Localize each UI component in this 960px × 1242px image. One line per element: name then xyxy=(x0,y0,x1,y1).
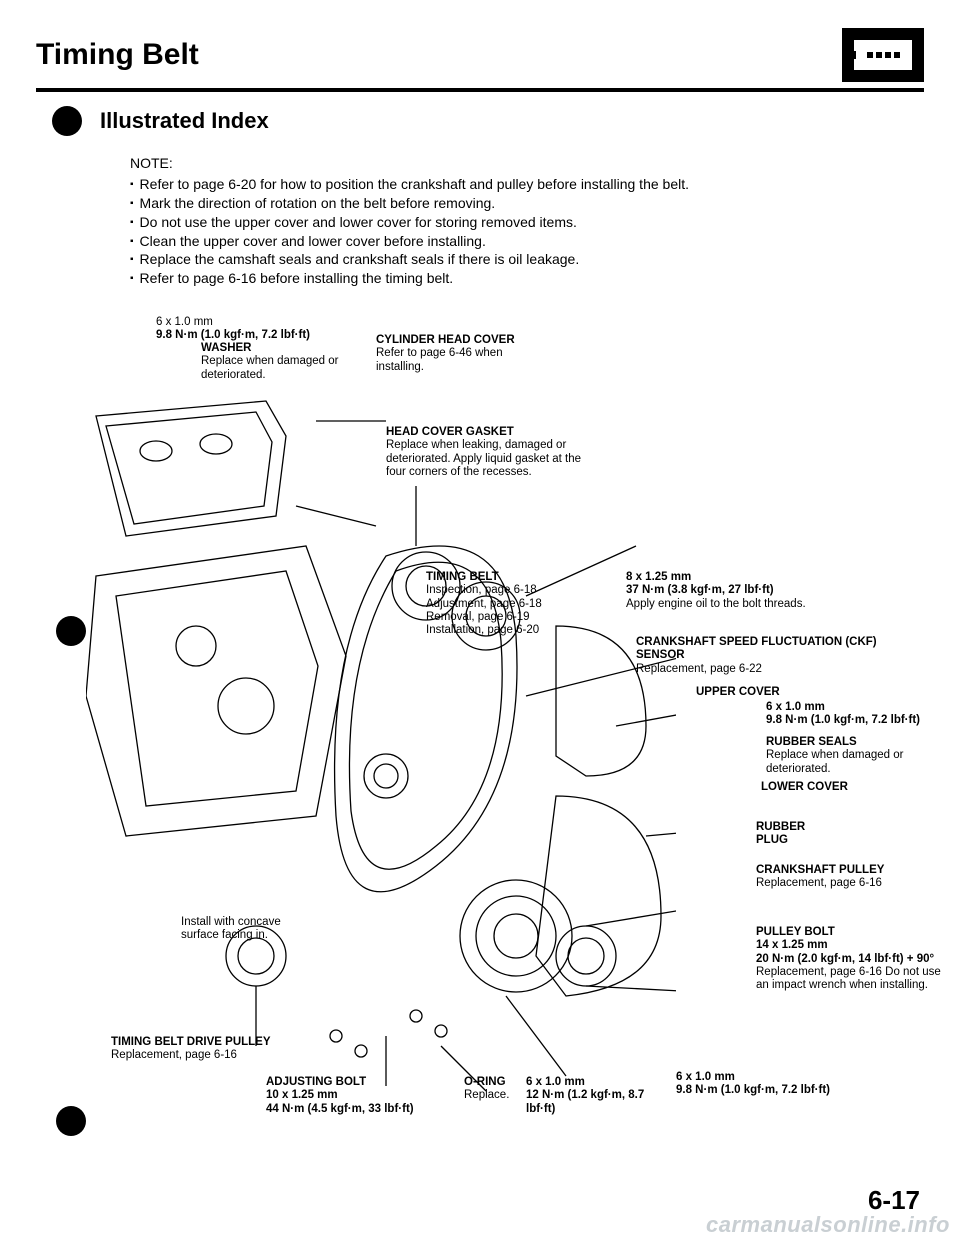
callout-desc: Apply engine oil to the bolt threads. xyxy=(626,598,836,611)
callout-rubber-plug: RUBBER PLUG xyxy=(756,821,805,847)
margin-bullet-icon xyxy=(56,616,86,646)
note-item: Refer to page 6-20 for how to position t… xyxy=(130,175,924,194)
callout-pulley-bolt: PULLEY BOLT 14 x 1.25 mm 20 N·m (2.0 kgf… xyxy=(756,926,946,992)
notes-block: NOTE: Refer to page 6-20 for how to posi… xyxy=(130,154,924,288)
sub-header: Illustrated Index xyxy=(52,106,924,136)
callout-timing-belt: TIMING BELT Inspection, page 6-18 Adjust… xyxy=(426,571,596,637)
torque-text: 9.8 N·m (1.0 kgf·m, 7.2 lbf·ft) xyxy=(676,1084,830,1096)
callout-desc: Replace when damaged or deteriorated. xyxy=(201,355,401,381)
callout-title: CYLINDER HEAD COVER xyxy=(376,334,515,346)
callout-rubber-seals: RUBBER SEALS Replace when damaged or det… xyxy=(766,736,936,776)
callout-line: Installation, page 6-20 xyxy=(426,624,596,637)
callout-title: UPPER COVER xyxy=(696,686,780,698)
callout-o-ring: O-RING Replace. xyxy=(464,1076,534,1102)
engine-icon xyxy=(842,28,924,82)
callout-bolt-upper: 6 x 1.0 mm 9.8 N·m (1.0 kgf·m, 7.2 lbf·f… xyxy=(766,701,936,727)
callout-desc: Refer to page 6-46 when installing. xyxy=(376,347,536,373)
header-rule xyxy=(36,88,924,92)
torque-text: 20 N·m (2.0 kgf·m, 14 lbf·ft) + 90° xyxy=(756,953,934,965)
callout-lower-cover: LOWER COVER xyxy=(761,781,848,794)
callout-bolt-8: 8 x 1.25 mm 37 N·m (3.8 kgf·m, 27 lbf·ft… xyxy=(626,571,836,611)
torque-text: 12 N·m (1.2 kgf·m, 8.7 lbf·ft) xyxy=(526,1089,644,1114)
torque-text: 44 N·m (4.5 kgf·m, 33 lbf·ft) xyxy=(266,1103,414,1115)
callout-title: TIMING BELT DRIVE PULLEY xyxy=(111,1036,271,1048)
callout-line: Inspection, page 6-18 xyxy=(426,584,596,597)
torque-text: 9.8 N·m (1.0 kgf·m, 7.2 lbf·ft) xyxy=(766,714,920,726)
spec-text: 10 x 1.25 mm xyxy=(266,1089,338,1101)
callout-desc: Replace when damaged or deteriorated. xyxy=(766,749,936,775)
spec-text: 8 x 1.25 mm xyxy=(626,571,691,583)
note-list: Refer to page 6-20 for how to position t… xyxy=(130,175,924,288)
spec-text: 6 x 1.0 mm xyxy=(766,701,825,713)
torque-text: 37 N·m (3.8 kgf·m, 27 lbf·ft) xyxy=(626,584,774,596)
callout-upper-cover: UPPER COVER xyxy=(696,686,780,699)
exploded-diagram: 6 x 1.0 mm 9.8 N·m (1.0 kgf·m, 7.2 lbf·f… xyxy=(56,316,924,1156)
spec-text: 6 x 1.0 mm xyxy=(156,316,376,329)
note-item: Mark the direction of rotation on the be… xyxy=(130,194,924,213)
callout-desc: Replacement, page 6-16 xyxy=(111,1049,291,1062)
callout-title: O-RING xyxy=(464,1076,506,1088)
callout-desc: Install with concave surface facing in. xyxy=(181,916,321,942)
callout-ckf-sensor: CRANKSHAFT SPEED FLUCTUATION (CKF) SENSO… xyxy=(636,636,896,676)
callout-title: PULLEY BOLT xyxy=(756,926,835,938)
callout-title: ADJUSTING BOLT xyxy=(266,1076,366,1088)
spec-text: 6 x 1.0 mm xyxy=(676,1071,735,1083)
callout-bolt-lower: 6 x 1.0 mm 9.8 N·m (1.0 kgf·m, 7.2 lbf·f… xyxy=(676,1071,846,1097)
callout-title: CRANKSHAFT SPEED FLUCTUATION (CKF) SENSO… xyxy=(636,636,877,661)
bullet-icon xyxy=(52,106,82,136)
note-item: Refer to page 6-16 before installing the… xyxy=(130,269,924,288)
callout-install-surface: Install with concave surface facing in. xyxy=(181,916,321,942)
callout-washer: WASHER Replace when damaged or deteriora… xyxy=(201,342,401,382)
callout-title: TIMING BELT xyxy=(426,571,499,583)
spec-text: 6 x 1.0 mm xyxy=(526,1076,585,1088)
note-item: Do not use the upper cover and lower cov… xyxy=(130,213,924,232)
callout-title: HEAD COVER GASKET xyxy=(386,426,514,438)
callout-line: RUBBER xyxy=(756,821,805,833)
watermark-text: carmanualsonline.info xyxy=(706,1212,950,1238)
callout-crankshaft-pulley: CRANKSHAFT PULLEY Replacement, page 6-16 xyxy=(756,864,936,890)
torque-text: 9.8 N·m (1.0 kgf·m, 7.2 lbf·ft) xyxy=(156,329,310,341)
callout-desc: Replacement, page 6-22 xyxy=(636,663,896,676)
note-label: NOTE: xyxy=(130,154,924,173)
page-title: Timing Belt xyxy=(36,38,199,72)
callout-adjusting-bolt: ADJUSTING BOLT 10 x 1.25 mm 44 N·m (4.5 … xyxy=(266,1076,466,1116)
callout-bolt-top: 6 x 1.0 mm 9.8 N·m (1.0 kgf·m, 7.2 lbf·f… xyxy=(156,316,376,342)
callout-desc: Replacement, page 6-16 xyxy=(756,877,936,890)
callout-drive-pulley: TIMING BELT DRIVE PULLEY Replacement, pa… xyxy=(111,1036,291,1062)
callout-head-cover-gasket: HEAD COVER GASKET Replace when leaking, … xyxy=(386,426,586,479)
spec-text: 14 x 1.25 mm xyxy=(756,939,828,951)
margin-bullet-icon xyxy=(56,1106,86,1136)
note-item: Replace the camshaft seals and crankshaf… xyxy=(130,250,924,269)
callout-cylinder-head-cover: CYLINDER HEAD COVER Refer to page 6-46 w… xyxy=(376,334,536,374)
callout-title: LOWER COVER xyxy=(761,781,848,793)
diagram-background xyxy=(86,396,676,1116)
callout-bolt-oring: 6 x 1.0 mm 12 N·m (1.2 kgf·m, 8.7 lbf·ft… xyxy=(526,1076,676,1116)
callout-title: RUBBER SEALS xyxy=(766,736,857,748)
section-title: Illustrated Index xyxy=(100,108,269,134)
callout-line: Adjustment, page 6-18 xyxy=(426,598,596,611)
callout-line: Removal, page 6-19 xyxy=(426,611,596,624)
note-item: Clean the upper cover and lower cover be… xyxy=(130,232,924,251)
callout-desc: Replace. xyxy=(464,1089,534,1102)
page-header: Timing Belt xyxy=(36,28,924,82)
callout-line: PLUG xyxy=(756,834,788,846)
callout-desc: Replacement, page 6-16 Do not use an imp… xyxy=(756,966,946,992)
callout-title: CRANKSHAFT PULLEY xyxy=(756,864,884,876)
callout-title: WASHER xyxy=(201,342,251,354)
callout-desc: Replace when leaking, damaged or deterio… xyxy=(386,439,586,479)
